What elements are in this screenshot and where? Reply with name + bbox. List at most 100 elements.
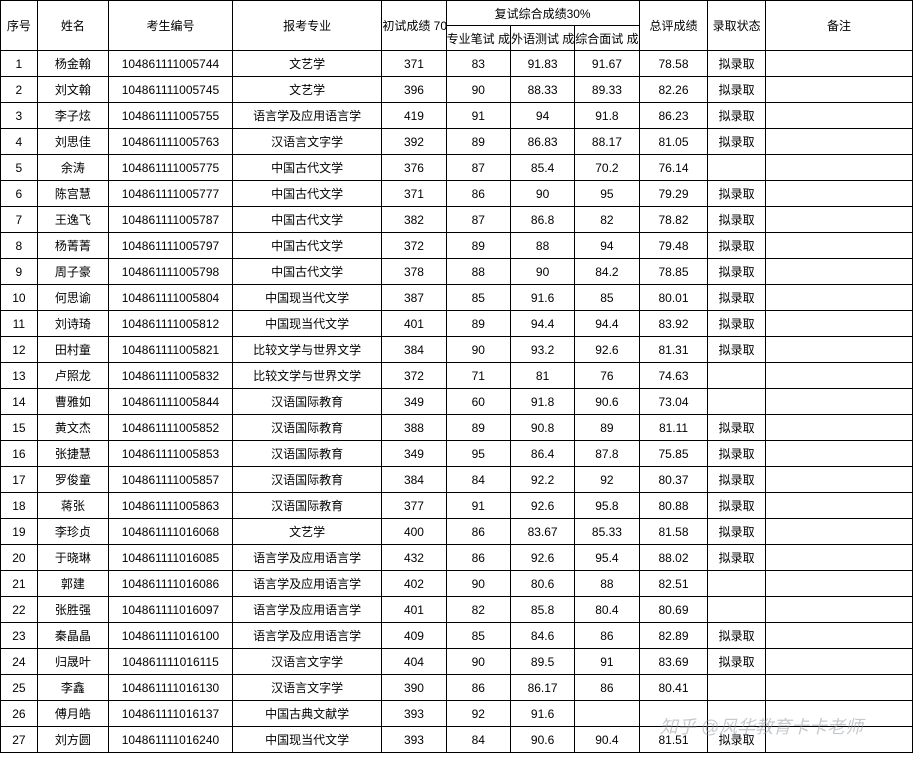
cell-major: 中国现当代文学 — [233, 311, 382, 337]
cell-total: 80.01 — [639, 285, 708, 311]
cell-remark — [765, 597, 912, 623]
cell-id: 104861111005797 — [108, 233, 232, 259]
table-row: 14曹雅如104861111005844汉语国际教育3496091.890.67… — [1, 389, 913, 415]
cell-pre: 393 — [382, 727, 446, 753]
cell-lang: 88 — [510, 233, 574, 259]
table-row: 21郭建104861111016086语言学及应用语言学4029080.6888… — [1, 571, 913, 597]
cell-total: 75.85 — [639, 441, 708, 467]
cell-major: 文艺学 — [233, 519, 382, 545]
cell-lang: 90 — [510, 181, 574, 207]
cell-name: 卢照龙 — [37, 363, 108, 389]
cell-remark — [765, 337, 912, 363]
cell-pre: 378 — [382, 259, 446, 285]
cell-id: 104861111005755 — [108, 103, 232, 129]
table-row: 12田村童104861111005821比较文学与世界文学3849093.292… — [1, 337, 913, 363]
cell-remark — [765, 467, 912, 493]
cell-written: 87 — [446, 207, 510, 233]
cell-lang: 85.4 — [510, 155, 574, 181]
cell-id: 104861111005857 — [108, 467, 232, 493]
cell-name: 周子豪 — [37, 259, 108, 285]
cell-pre: 376 — [382, 155, 446, 181]
cell-interview: 95 — [575, 181, 639, 207]
cell-id: 104861111005863 — [108, 493, 232, 519]
cell-id: 104861111016086 — [108, 571, 232, 597]
cell-lang: 86.83 — [510, 129, 574, 155]
cell-id: 104861111005777 — [108, 181, 232, 207]
col-retest-interview: 综合面试 成绩15% — [575, 26, 639, 51]
cell-id: 104861111005804 — [108, 285, 232, 311]
cell-total: 82.26 — [639, 77, 708, 103]
cell-status: 拟录取 — [708, 441, 765, 467]
cell-id: 104861111005812 — [108, 311, 232, 337]
table-row: 8杨菁菁104861111005797中国古代文学37289889479.48拟… — [1, 233, 913, 259]
cell-lang: 89.5 — [510, 649, 574, 675]
table-row: 18蒋张104861111005863汉语国际教育3779192.695.880… — [1, 493, 913, 519]
cell-written: 91 — [446, 493, 510, 519]
cell-status: 拟录取 — [708, 623, 765, 649]
cell-total: 81.31 — [639, 337, 708, 363]
cell-interview: 86 — [575, 623, 639, 649]
cell-name: 罗俊童 — [37, 467, 108, 493]
cell-status: 拟录取 — [708, 259, 765, 285]
cell-name: 黄文杰 — [37, 415, 108, 441]
cell-status — [708, 389, 765, 415]
cell-name: 曹雅如 — [37, 389, 108, 415]
col-status: 录取状态 — [708, 1, 765, 51]
cell-name: 张捷慧 — [37, 441, 108, 467]
cell-remark — [765, 233, 912, 259]
cell-status: 拟录取 — [708, 727, 765, 753]
cell-status: 拟录取 — [708, 545, 765, 571]
cell-remark — [765, 493, 912, 519]
cell-id: 104861111016130 — [108, 675, 232, 701]
cell-remark — [765, 181, 912, 207]
cell-written: 86 — [446, 519, 510, 545]
cell-seq: 11 — [1, 311, 38, 337]
cell-id: 104861111005787 — [108, 207, 232, 233]
col-remark: 备注 — [765, 1, 912, 51]
cell-id: 104861111005798 — [108, 259, 232, 285]
cell-status: 拟录取 — [708, 467, 765, 493]
cell-pre: 392 — [382, 129, 446, 155]
cell-id: 104861111005821 — [108, 337, 232, 363]
cell-lang: 90 — [510, 259, 574, 285]
cell-id: 104861111005852 — [108, 415, 232, 441]
cell-pre: 419 — [382, 103, 446, 129]
cell-total: 79.48 — [639, 233, 708, 259]
cell-major: 汉语国际教育 — [233, 441, 382, 467]
cell-seq: 5 — [1, 155, 38, 181]
col-retest-group: 复试综合成绩30% — [446, 1, 639, 26]
cell-written: 90 — [446, 337, 510, 363]
cell-written: 83 — [446, 51, 510, 77]
cell-remark — [765, 207, 912, 233]
cell-seq: 18 — [1, 493, 38, 519]
cell-interview: 89.33 — [575, 77, 639, 103]
cell-status: 拟录取 — [708, 415, 765, 441]
cell-pre: 409 — [382, 623, 446, 649]
cell-id: 104861111016100 — [108, 623, 232, 649]
table-row: 10何思谕104861111005804中国现当代文学3878591.68580… — [1, 285, 913, 311]
cell-seq: 9 — [1, 259, 38, 285]
cell-remark — [765, 571, 912, 597]
cell-id: 104861111016097 — [108, 597, 232, 623]
cell-remark — [765, 727, 912, 753]
cell-name: 归晟叶 — [37, 649, 108, 675]
cell-total: 80.69 — [639, 597, 708, 623]
admissions-table: 序号 姓名 考生编号 报考专业 初试成绩 70% 复试综合成绩30% 总评成绩 … — [0, 0, 913, 753]
cell-written: 90 — [446, 649, 510, 675]
cell-name: 余涛 — [37, 155, 108, 181]
cell-name: 何思谕 — [37, 285, 108, 311]
cell-written: 84 — [446, 467, 510, 493]
table-row: 19李珍贞104861111016068文艺学4008683.6785.3381… — [1, 519, 913, 545]
cell-pre: 396 — [382, 77, 446, 103]
cell-remark — [765, 675, 912, 701]
cell-lang: 94 — [510, 103, 574, 129]
cell-major: 汉语国际教育 — [233, 467, 382, 493]
cell-id: 104861111005844 — [108, 389, 232, 415]
cell-interview: 84.2 — [575, 259, 639, 285]
cell-major: 比较文学与世界文学 — [233, 363, 382, 389]
cell-seq: 8 — [1, 233, 38, 259]
cell-lang: 86.17 — [510, 675, 574, 701]
cell-pre: 372 — [382, 233, 446, 259]
cell-remark — [765, 701, 912, 727]
cell-id: 104861111005832 — [108, 363, 232, 389]
